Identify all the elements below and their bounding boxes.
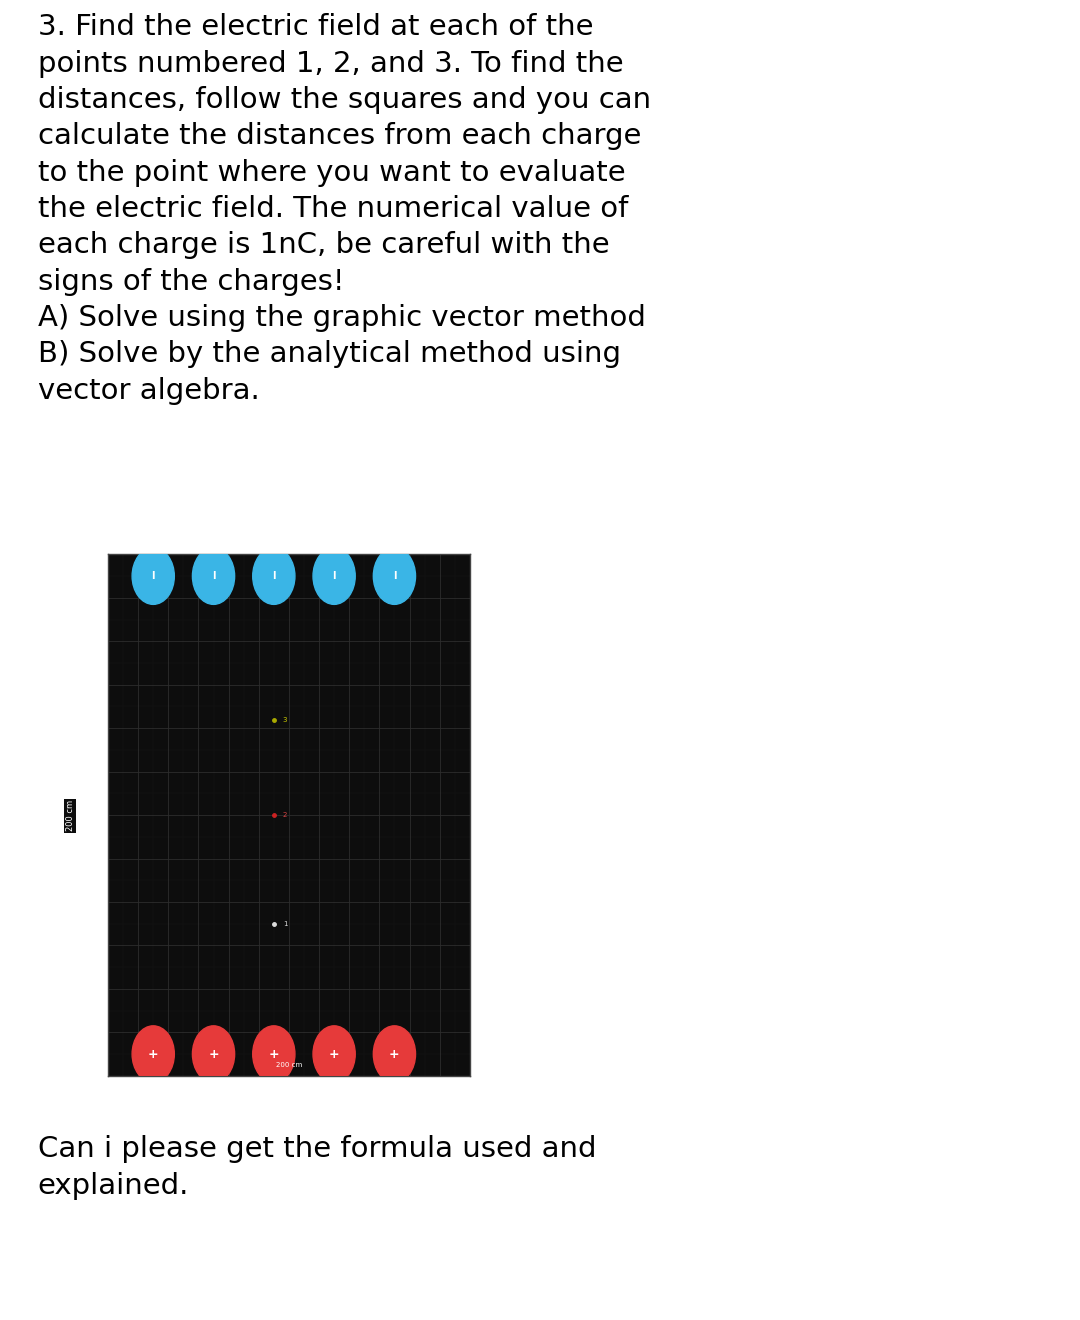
Text: I: I	[212, 572, 215, 581]
Text: I: I	[393, 572, 396, 581]
Ellipse shape	[132, 548, 174, 605]
Ellipse shape	[374, 1026, 416, 1082]
Ellipse shape	[253, 1026, 295, 1082]
Text: +: +	[389, 1048, 400, 1060]
Text: +: +	[269, 1048, 279, 1060]
Text: I: I	[333, 572, 336, 581]
Ellipse shape	[374, 548, 416, 605]
Text: 3: 3	[283, 717, 287, 722]
Text: 3. Find the electric field at each of the
points numbered 1, 2, and 3. To find t: 3. Find the electric field at each of th…	[38, 13, 651, 405]
Text: I: I	[151, 572, 154, 581]
Ellipse shape	[132, 1026, 174, 1082]
Text: Can i please get the formula used and
explained.: Can i please get the formula used and ex…	[38, 1135, 596, 1200]
Text: +: +	[328, 1048, 339, 1060]
Text: 2: 2	[283, 812, 287, 818]
Text: +: +	[208, 1048, 219, 1060]
Ellipse shape	[253, 548, 295, 605]
Ellipse shape	[313, 1026, 355, 1082]
Text: +: +	[148, 1048, 159, 1060]
Text: 1: 1	[283, 921, 287, 927]
Text: 200 cm: 200 cm	[66, 800, 75, 832]
Ellipse shape	[192, 1026, 234, 1082]
Ellipse shape	[192, 548, 234, 605]
Ellipse shape	[313, 548, 355, 605]
Text: I: I	[272, 572, 275, 581]
Text: 200 cm: 200 cm	[275, 1061, 302, 1068]
